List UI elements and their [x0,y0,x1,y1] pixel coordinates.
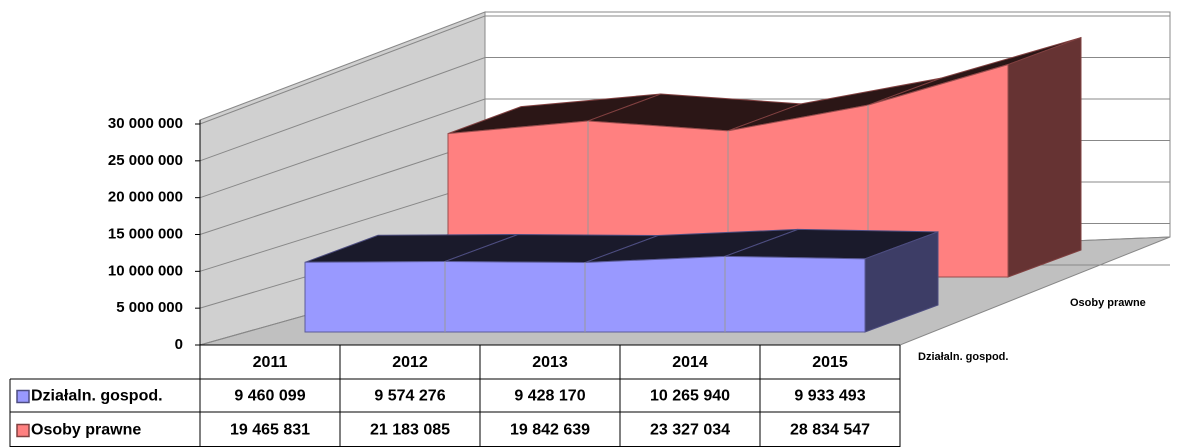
data-label: 23 327 034 [650,422,730,439]
x-tick-label: 2014 [672,354,708,371]
data-label: 9 574 276 [374,388,445,405]
data-label: 9 460 099 [234,388,305,405]
data-table: 2011 2012 2013 2014 2015 Działaln. gospod. 9 4… [9,344,901,447]
depth-label: Osoby prawne [1070,297,1146,309]
y-tick-label: 20 000 000 [108,189,183,206]
x-tick-label: 2011 [253,354,288,371]
y-tick-label: 25 000 000 [108,152,183,169]
depth-label: Działaln. gospod. [918,351,1008,363]
data-label: 28 834 547 [790,422,870,439]
y-tick-label: 5 000 000 [116,299,183,316]
y-tick-label: 10 000 000 [108,262,183,279]
legend-label: Działaln. gospod. [31,388,163,405]
legend-label: Osoby prawne [31,422,141,439]
legend-swatch [16,423,30,438]
data-label: 19 842 639 [510,422,590,439]
data-label: 9 933 493 [794,388,865,405]
data-label: 21 183 085 [370,422,450,439]
data-label: 10 265 940 [650,388,730,405]
y-tick-label: 15 000 000 [108,225,183,242]
plot: Osoby prawne Działaln. gospod. [304,36,1146,363]
series-1 [447,36,1082,278]
side-face [1007,36,1082,278]
grid-line [199,15,1170,125]
series-0 [304,228,939,333]
legend-swatch [16,389,30,404]
x-tick-label: 2012 [392,354,428,371]
x-tick-label: 2013 [532,354,568,371]
y-tick-label: 0 [175,336,183,353]
x-tick-label: 2015 [812,354,848,371]
y-tick-label: 30 000 000 [108,115,183,132]
grid-line [199,57,1170,162]
data-label: 19 465 831 [230,422,310,439]
data-label: 9 428 170 [514,388,585,405]
